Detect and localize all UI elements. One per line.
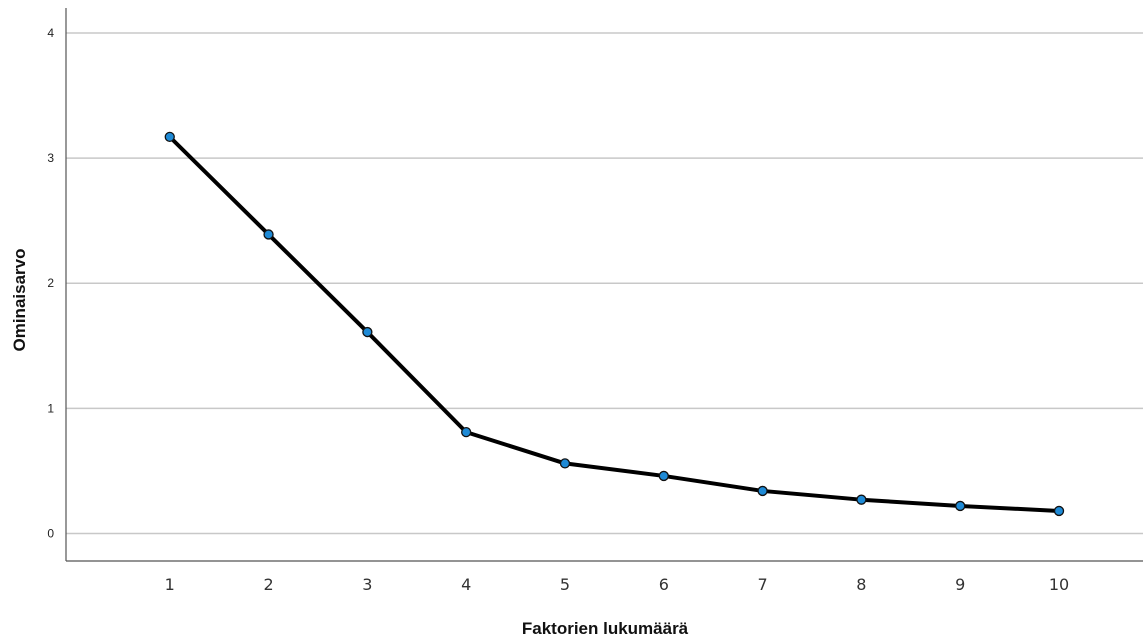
x-tick-label: 1 — [165, 575, 175, 594]
data-point — [164, 131, 175, 143]
x-tick-label: 9 — [955, 575, 965, 594]
x-tick-label: 5 — [560, 575, 570, 594]
y-tick-label: 4 — [47, 26, 54, 40]
x-tick-labels: 1 2 3 4 5 6 7 8 9 10 — [165, 575, 1070, 594]
data-point — [1053, 505, 1065, 517]
x-tick-label: 4 — [461, 575, 471, 594]
data-point — [461, 426, 472, 438]
data-point — [362, 326, 373, 338]
data-point — [856, 494, 867, 505]
y-tick-label: 2 — [47, 276, 54, 290]
y-tick-label: 0 — [47, 526, 54, 540]
data-point — [757, 485, 768, 497]
x-tick-label: 8 — [856, 575, 866, 594]
x-axis-title: Faktorien lukumäärä — [522, 619, 689, 638]
data-point — [559, 458, 571, 469]
data-point — [658, 470, 669, 482]
y-tick-labels: 0 1 2 3 4 — [47, 26, 54, 540]
y-tick-label: 1 — [47, 401, 54, 415]
series-line — [167, 134, 1062, 513]
y-axis-title: Ominaisarvo — [10, 249, 29, 352]
y-tick-label: 3 — [47, 151, 54, 165]
gridlines — [66, 32, 1143, 535]
series — [164, 131, 1065, 517]
data-point — [955, 500, 966, 512]
x-tick-label: 10 — [1049, 575, 1069, 594]
x-tick-label: 2 — [263, 575, 273, 594]
data-point — [263, 229, 274, 240]
x-tick-label: 6 — [659, 575, 669, 594]
x-tick-label: 3 — [362, 575, 372, 594]
x-tick-label: 7 — [757, 575, 767, 594]
